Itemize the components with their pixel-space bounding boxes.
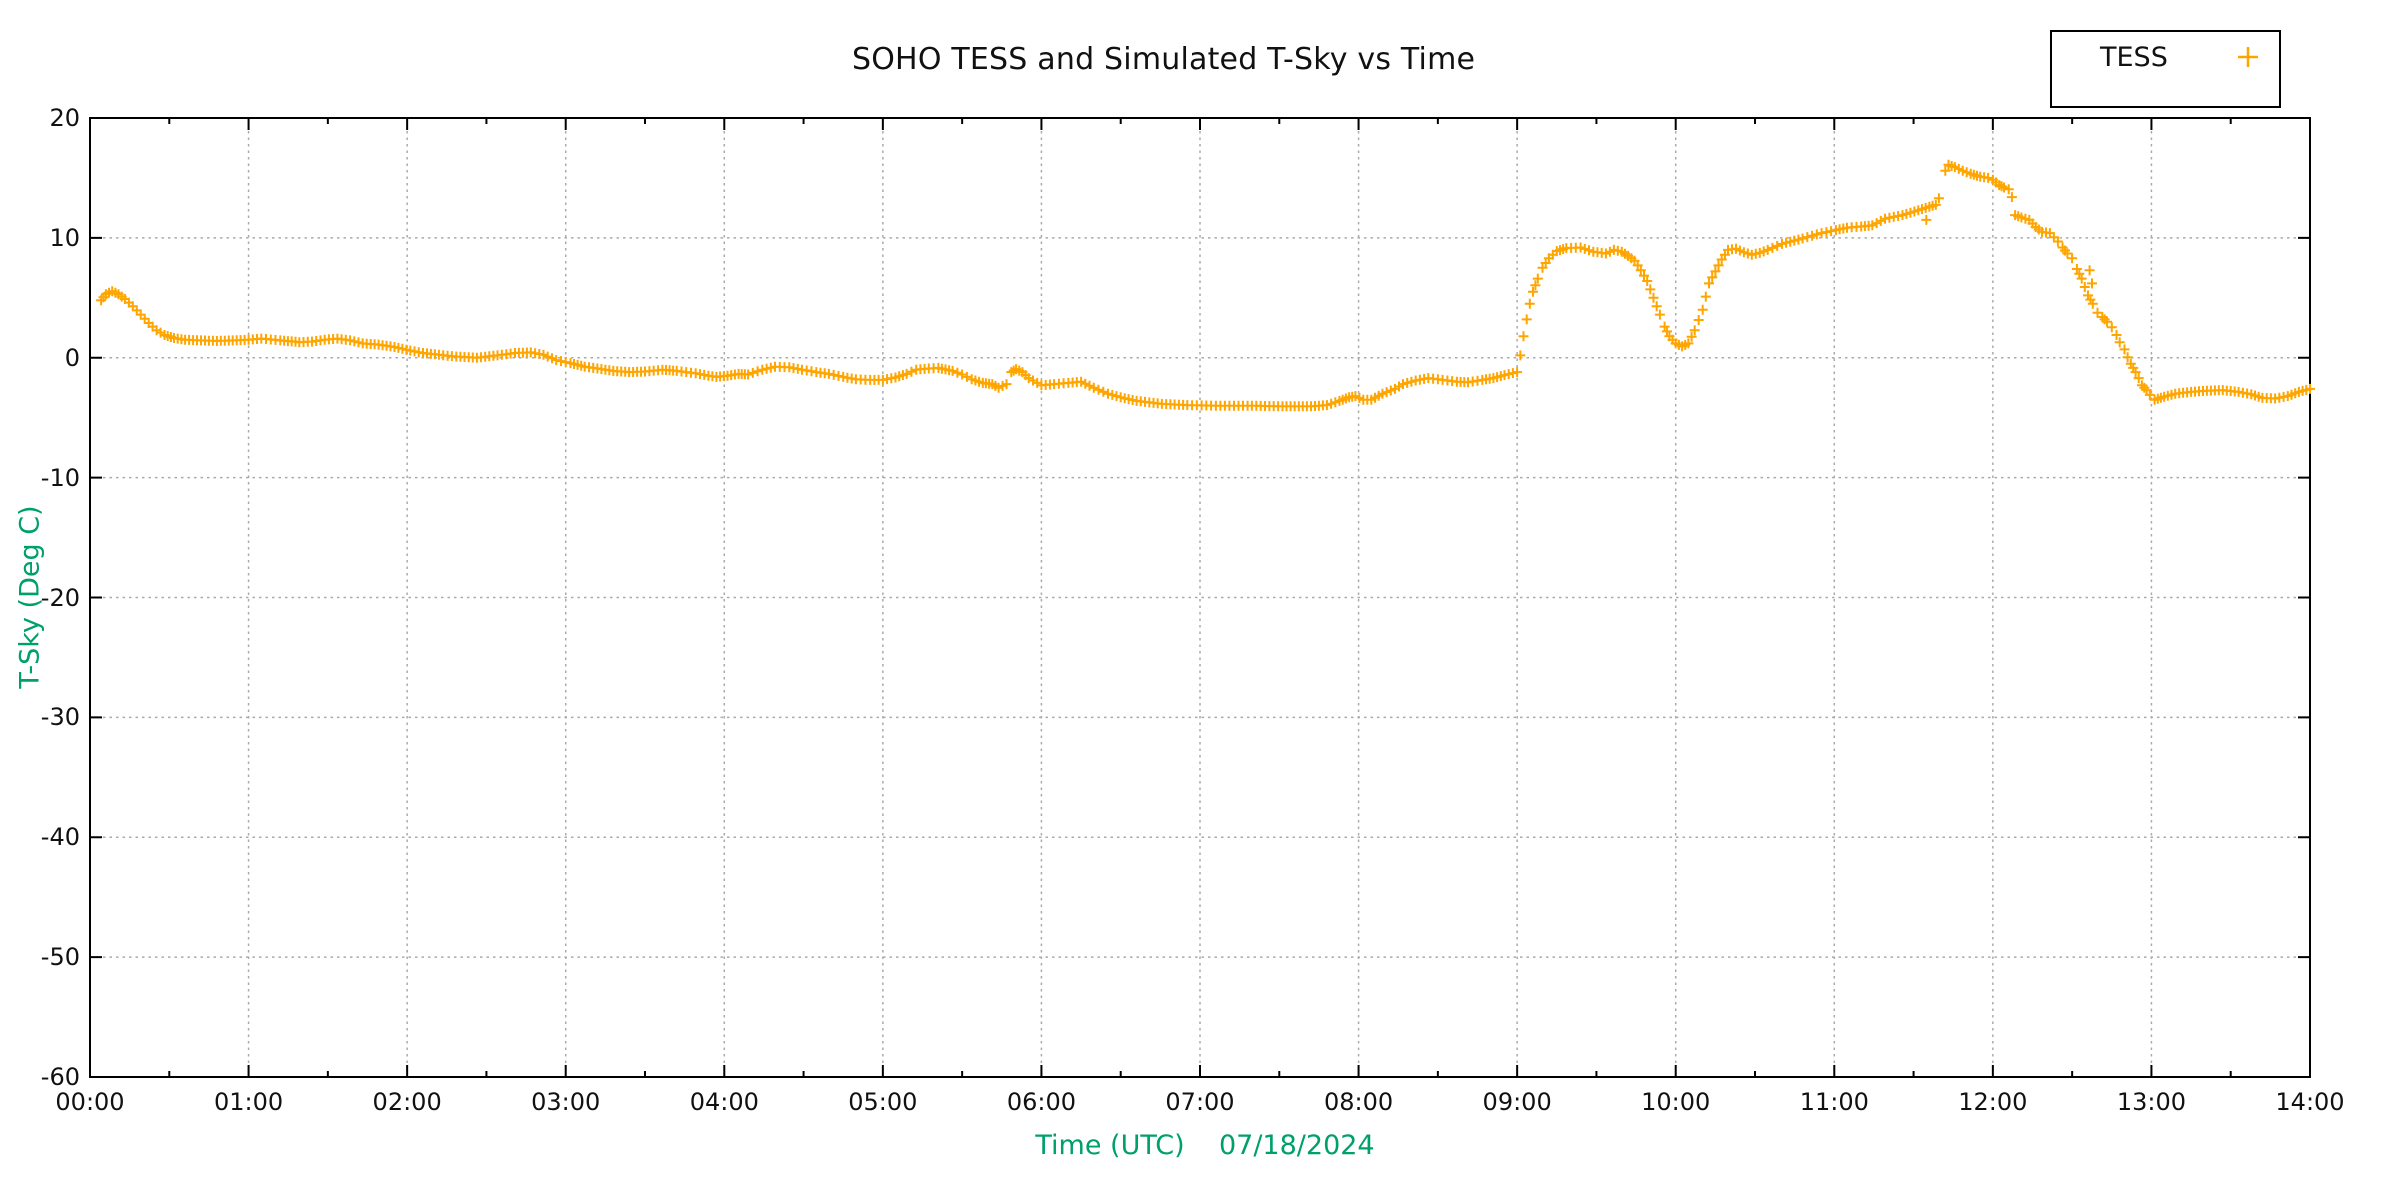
x-tick-label: 08:00	[1323, 1088, 1394, 1116]
y-tick-label: -20	[40, 583, 80, 612]
y-tick-label: 0	[64, 343, 80, 372]
y-tick-label: -50	[40, 943, 80, 972]
y-tick-label: -10	[40, 463, 80, 492]
x-tick-label: 03:00	[531, 1088, 601, 1116]
x-tick-label: 14:00	[2275, 1088, 2345, 1116]
x-tick-label: 00:00	[55, 1088, 125, 1116]
x-tick-label: 13:00	[2116, 1088, 2186, 1116]
x-tick-label: 06:00	[1006, 1088, 1076, 1116]
legend: TESS	[2050, 30, 2281, 108]
x-tick-label: 10:00	[1641, 1088, 1711, 1116]
x-tick-label: 02:00	[372, 1088, 442, 1116]
x-tick-label: 12:00	[1958, 1088, 2028, 1116]
x-tick-label: 11:00	[1799, 1088, 1869, 1116]
axis-ticks	[89, 117, 2311, 1078]
y-tick-label: 10	[49, 223, 80, 252]
x-tick-label: 07:00	[1165, 1088, 1235, 1116]
x-tick-label: 09:00	[1482, 1088, 1552, 1116]
grid-lines	[90, 118, 2310, 1077]
y-tick-label: -40	[40, 823, 80, 852]
x-axis-title: Time (UTC) 07/18/2024	[1035, 1130, 1375, 1161]
legend-plus-marker-icon	[2238, 47, 2258, 67]
x-tick-label: 04:00	[689, 1088, 759, 1116]
legend-entry-label: TESS	[2100, 42, 2168, 73]
x-tick-label: 01:00	[213, 1088, 284, 1116]
x-tick-label: 05:00	[848, 1088, 918, 1116]
y-tick-label: -60	[40, 1063, 80, 1091]
y-tick-label: -30	[40, 703, 80, 732]
tess-scatter-markers	[96, 159, 2315, 412]
y-tick-label: 20	[49, 104, 80, 132]
chart-title: SOHO TESS and Simulated T-Sky vs Time	[852, 42, 1476, 77]
